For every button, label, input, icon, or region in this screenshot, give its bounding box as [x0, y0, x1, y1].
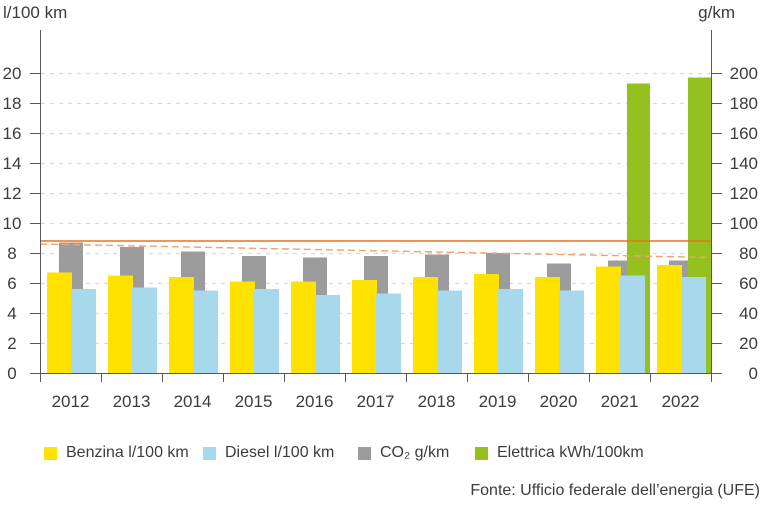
right-tick-label-200: 200 — [730, 64, 758, 83]
chart-legend: Benzina l/100 km Diesel l/100 km CO₂ g/km E… — [0, 444, 764, 464]
bar-diesel-2020 — [559, 290, 584, 373]
bar-benzina-2014 — [169, 277, 194, 373]
year-label-2021: 2021 — [601, 392, 639, 411]
left-tick-label-0: 0 — [7, 364, 16, 383]
bar-diesel-2021 — [620, 275, 645, 373]
legend-label-elettrica: Elettrica kWh/100km — [497, 444, 644, 461]
right-tick-label-160: 160 — [730, 124, 758, 143]
year-label-2013: 2013 — [113, 392, 151, 411]
year-label-2022: 2022 — [662, 392, 700, 411]
left-tick-label-12: 12 — [3, 184, 22, 203]
bar-diesel-2018 — [437, 290, 462, 373]
year-label-2014: 2014 — [174, 392, 212, 411]
right-tick-label-140: 140 — [730, 154, 758, 173]
fuel-consumption-chart: 2018161412108642020018016014012010080604… — [3, 30, 758, 411]
right-tick-label-60: 60 — [739, 274, 758, 293]
bar-diesel-2016 — [315, 295, 340, 373]
left-tick-label-6: 6 — [7, 274, 16, 293]
legend-item-co2: CO₂ g/km — [358, 444, 449, 462]
right-tick-label-40: 40 — [739, 304, 758, 323]
source-note: Fonte: Ufficio federale dell’energia (UF… — [470, 482, 760, 499]
bar-diesel-2015 — [254, 289, 279, 373]
legend-item-benzina: Benzina l/100 km — [44, 444, 189, 462]
right-tick-label-0: 0 — [749, 364, 758, 383]
right-tick-label-180: 180 — [730, 94, 758, 113]
bar-benzina-2021 — [596, 266, 621, 373]
legend-item-diesel: Diesel l/100 km — [203, 444, 334, 462]
left-tick-label-8: 8 — [7, 244, 16, 263]
year-label-2017: 2017 — [357, 392, 395, 411]
legend-label-co2: CO₂ g/km — [380, 444, 450, 461]
left-tick-label-20: 20 — [3, 64, 22, 83]
bar-benzina-2022 — [657, 265, 682, 373]
bar-benzina-2015 — [230, 281, 255, 373]
bar-diesel-2014 — [193, 290, 218, 373]
bar-diesel-2012 — [71, 289, 96, 373]
right-tick-label-120: 120 — [730, 184, 758, 203]
bar-benzina-2017 — [352, 280, 377, 373]
right-tick-label-80: 80 — [739, 244, 758, 263]
bar-diesel-2017 — [376, 293, 401, 373]
legend-item-elettrica: Elettrica kWh/100km — [475, 444, 644, 462]
year-label-2020: 2020 — [540, 392, 578, 411]
legend-swatch-co2 — [358, 446, 371, 460]
bar-diesel-2019 — [498, 289, 523, 373]
left-tick-label-18: 18 — [3, 94, 22, 113]
right-tick-label-100: 100 — [730, 214, 758, 233]
bar-benzina-2013 — [108, 275, 133, 373]
legend-swatch-benzina — [44, 446, 57, 460]
year-label-2019: 2019 — [479, 392, 517, 411]
bar-diesel-2013 — [132, 287, 157, 373]
left-tick-label-10: 10 — [3, 214, 22, 233]
left-tick-label-16: 16 — [3, 124, 22, 143]
bar-diesel-2022 — [681, 277, 706, 373]
legend-label-benzina: Benzina l/100 km — [66, 444, 189, 461]
left-tick-label-4: 4 — [7, 304, 16, 323]
left-axis-title: l/100 km — [3, 3, 68, 22]
year-label-2016: 2016 — [296, 392, 334, 411]
year-label-2012: 2012 — [52, 392, 90, 411]
year-label-2015: 2015 — [235, 392, 273, 411]
bar-benzina-2020 — [535, 277, 560, 373]
left-tick-label-14: 14 — [3, 154, 22, 173]
year-label-2018: 2018 — [418, 392, 456, 411]
bar-benzina-2019 — [474, 274, 499, 373]
left-tick-label-2: 2 — [7, 334, 16, 353]
bar-benzina-2012 — [47, 272, 72, 373]
bar-benzina-2016 — [291, 281, 316, 373]
legend-swatch-elettrica — [475, 446, 488, 460]
right-tick-label-20: 20 — [739, 334, 758, 353]
right-axis-title: g/km — [698, 3, 735, 22]
legend-label-diesel: Diesel l/100 km — [225, 444, 335, 461]
bar-benzina-2018 — [413, 277, 438, 373]
legend-swatch-diesel — [203, 446, 216, 460]
co2-trend-line-dashed — [39, 243, 712, 259]
